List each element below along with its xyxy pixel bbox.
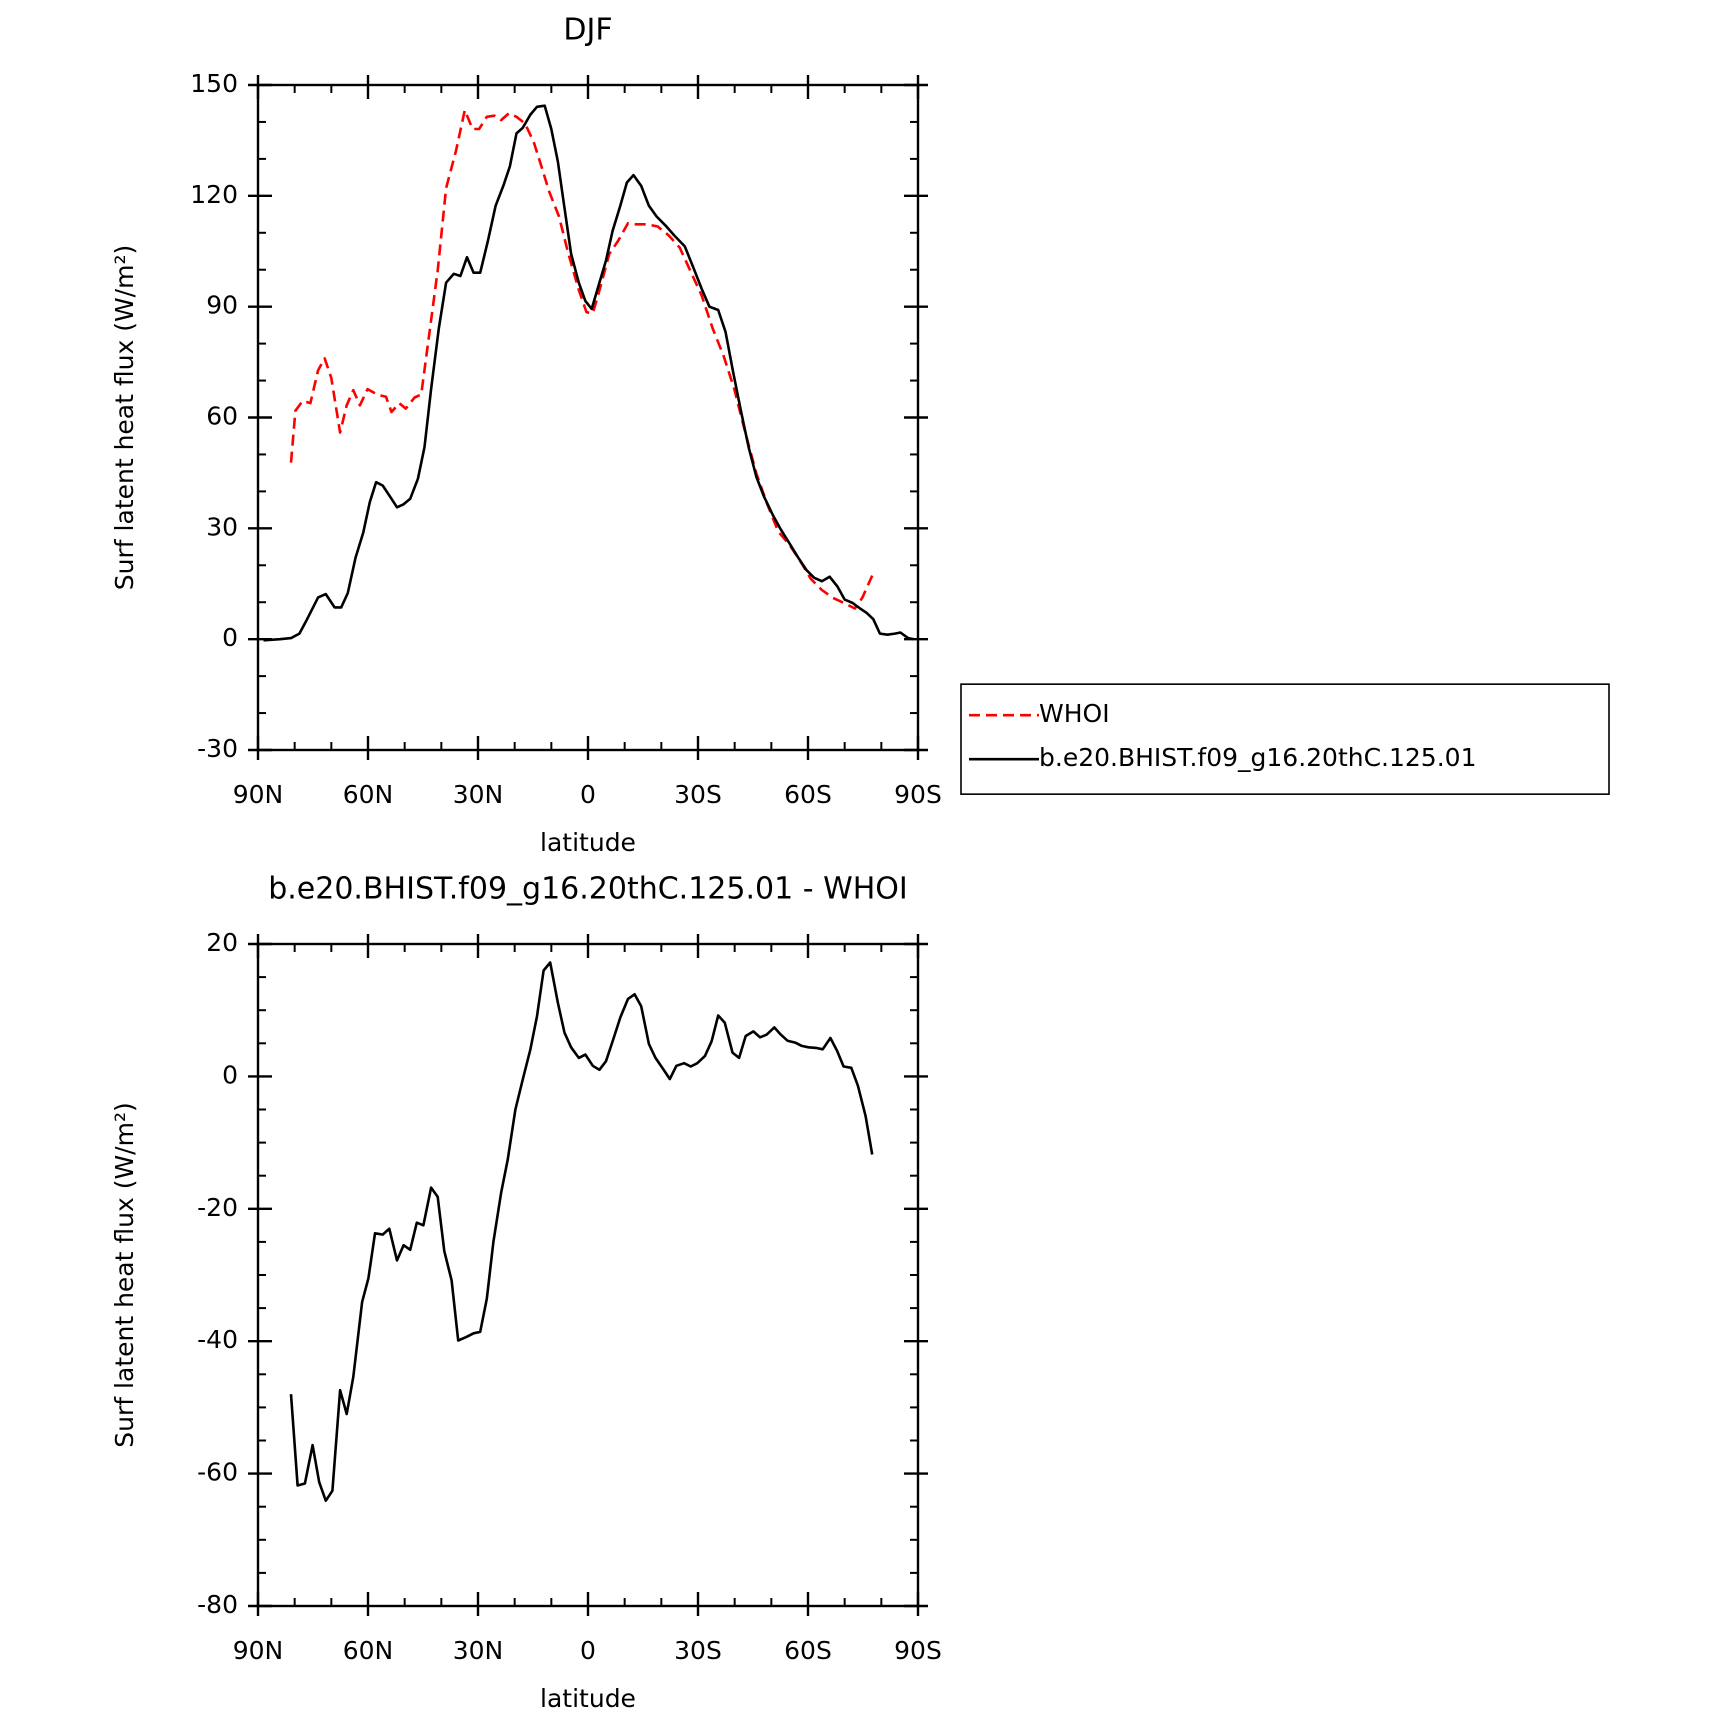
y-tick-label: -20 [197, 1193, 238, 1222]
chart-title: b.e20.BHIST.f09_g16.20thC.125.01 - WHOI [268, 872, 908, 907]
y-tick-label: -60 [197, 1458, 238, 1487]
legend-label: b.e20.BHIST.f09_g16.20thC.125.01 [1039, 743, 1476, 772]
y-tick-label: -30 [197, 734, 238, 763]
y-tick-label: 30 [206, 512, 238, 541]
plot-frame [256, 83, 920, 752]
y-tick-label: 150 [190, 69, 238, 98]
y-tick-label: 20 [206, 928, 238, 957]
x-tick-label: 90N [233, 780, 284, 809]
data-line [289, 961, 874, 1502]
x-tick-label: 60S [784, 780, 832, 809]
x-tick-label: 60N [343, 780, 394, 809]
y-axis-label: Surf latent heat flux (W/m²) [110, 245, 139, 590]
x-tick-label: 60S [784, 1636, 832, 1665]
x-tick-label: 30N [453, 780, 504, 809]
legend-label: WHOI [1039, 699, 1110, 728]
y-tick-label: 60 [206, 402, 238, 431]
y-tick-label: 90 [206, 291, 238, 320]
x-tick-label: 30S [674, 1636, 722, 1665]
x-tick-label: 90N [233, 1636, 284, 1665]
x-axis-label: latitude [540, 828, 636, 857]
x-tick-label: 0 [580, 780, 596, 809]
x-tick-label: 0 [580, 1636, 596, 1665]
x-tick-label: 60N [343, 1636, 394, 1665]
legend-box [960, 683, 1610, 795]
y-axis-label: Surf latent heat flux (W/m²) [110, 1102, 139, 1447]
y-tick-label: 120 [190, 180, 238, 209]
plot-frame [256, 942, 920, 1608]
y-tick-label: 0 [222, 1060, 238, 1089]
y-tick-label: 0 [222, 623, 238, 652]
y-tick-label: -40 [197, 1325, 238, 1354]
y-tick-label: -80 [197, 1590, 238, 1619]
x-tick-label: 30S [674, 780, 722, 809]
x-axis-label: latitude [540, 1684, 636, 1712]
chart-title: DJF [563, 13, 612, 48]
data-line [263, 104, 914, 642]
x-tick-label: 30N [453, 1636, 504, 1665]
x-tick-label: 90S [894, 1636, 942, 1665]
x-tick-label: 90S [894, 780, 942, 809]
